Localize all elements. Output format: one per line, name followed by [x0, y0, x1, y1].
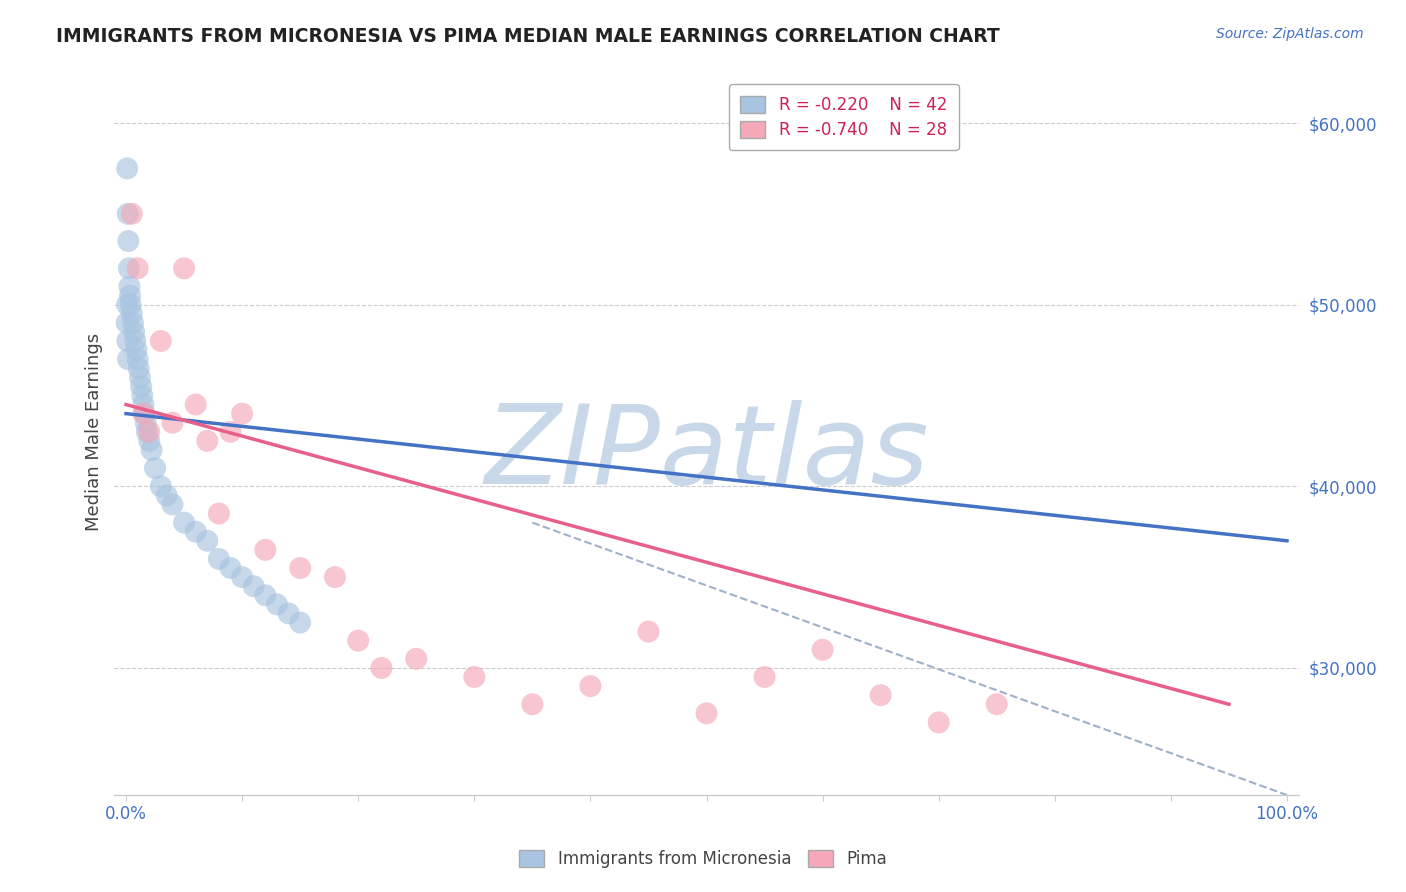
Point: [129, 379, 152, 393]
Point: [231, 407, 253, 421]
Point: [135, 416, 157, 430]
Point: [138, 434, 160, 448]
Text: IMMIGRANTS FROM MICRONESIA VS PIMA MEDIAN MALE EARNINGS CORRELATION CHART: IMMIGRANTS FROM MICRONESIA VS PIMA MEDIA…: [56, 27, 1000, 45]
Point: [254, 542, 277, 557]
Point: [242, 579, 264, 593]
Point: [127, 352, 149, 367]
Point: [928, 715, 950, 730]
Point: [405, 652, 427, 666]
Text: Source: ZipAtlas.com: Source: ZipAtlas.com: [1216, 27, 1364, 41]
Point: [131, 388, 153, 402]
Point: [173, 516, 195, 530]
Point: [579, 679, 602, 693]
Point: [122, 316, 145, 330]
Point: [118, 261, 141, 276]
Point: [135, 425, 157, 439]
Point: [811, 642, 834, 657]
Point: [115, 298, 138, 312]
Point: [173, 261, 195, 276]
Point: [266, 598, 288, 612]
Point: [184, 524, 207, 539]
Point: [370, 661, 392, 675]
Point: [127, 261, 149, 276]
Point: [128, 361, 150, 376]
Y-axis label: Median Male Earnings: Median Male Earnings: [86, 333, 103, 531]
Point: [143, 461, 166, 475]
Point: [195, 434, 218, 448]
Point: [132, 407, 155, 421]
Point: [208, 552, 231, 566]
Point: [219, 561, 242, 575]
Point: [463, 670, 485, 684]
Point: [141, 442, 163, 457]
Point: [121, 207, 143, 221]
Point: [695, 706, 717, 721]
Point: [115, 161, 138, 176]
Point: [231, 570, 253, 584]
Point: [162, 416, 184, 430]
Point: [132, 398, 155, 412]
Point: [195, 533, 218, 548]
Point: [208, 507, 231, 521]
Point: [156, 488, 179, 502]
Point: [522, 698, 544, 712]
Point: [277, 607, 299, 621]
Point: [323, 570, 346, 584]
Legend: Immigrants from Micronesia, Pima: Immigrants from Micronesia, Pima: [513, 843, 893, 875]
Point: [288, 615, 311, 630]
Point: [869, 688, 891, 702]
Point: [117, 352, 139, 367]
Point: [986, 698, 1008, 712]
Point: [121, 307, 143, 321]
Point: [347, 633, 370, 648]
Point: [184, 398, 207, 412]
Point: [117, 334, 139, 348]
Point: [254, 588, 277, 602]
Point: [117, 207, 139, 221]
Point: [149, 334, 172, 348]
Point: [129, 370, 152, 384]
Point: [122, 325, 145, 339]
Point: [162, 498, 184, 512]
Point: [138, 425, 160, 439]
Point: [219, 425, 242, 439]
Point: [288, 561, 311, 575]
Point: [118, 279, 141, 293]
Point: [754, 670, 776, 684]
Point: [134, 407, 156, 421]
Point: [115, 316, 138, 330]
Point: [120, 298, 142, 312]
Point: [637, 624, 659, 639]
Point: [124, 334, 146, 348]
Point: [149, 479, 172, 493]
Text: ZIPatlas: ZIPatlas: [484, 401, 929, 507]
Point: [120, 288, 142, 302]
Point: [117, 234, 139, 248]
Point: [125, 343, 148, 357]
Legend: R = -0.220    N = 42, R = -0.740    N = 28: R = -0.220 N = 42, R = -0.740 N = 28: [728, 84, 959, 151]
